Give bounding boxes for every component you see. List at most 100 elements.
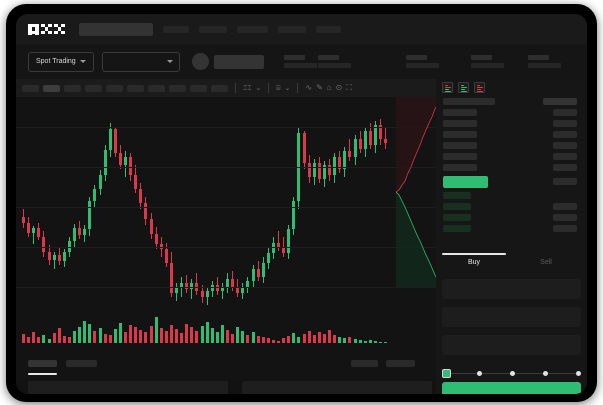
orderbook-ask-price-4[interactable]: [443, 142, 477, 149]
candle-body: [47, 252, 51, 260]
submit-order-button[interactable]: [442, 382, 581, 394]
timeframe-button-1[interactable]: [22, 84, 39, 92]
timeframe-button-9[interactable]: [190, 84, 207, 92]
trading-pair-select[interactable]: [101, 51, 180, 72]
timeframe-button-8[interactable]: [169, 84, 186, 92]
pencil-icon[interactable]: ✎: [316, 83, 323, 92]
candle-body: [292, 201, 296, 229]
wave-icon[interactable]: ∿: [305, 83, 313, 92]
nav-item-3[interactable]: [237, 25, 268, 33]
slider-tick-25[interactable]: [477, 370, 482, 376]
orderbook-ask-size-5[interactable]: [553, 153, 577, 160]
bottom-input-1[interactable]: [28, 381, 228, 394]
nav-item-2[interactable]: [199, 25, 227, 33]
nav-item-4[interactable]: [278, 25, 306, 33]
volume-bar: [134, 327, 138, 343]
orderbook-bid-price-4[interactable]: [443, 225, 471, 232]
orderbook-bid-price-1[interactable]: [443, 192, 471, 199]
bottom-input-row: [16, 379, 436, 394]
candle-body: [231, 279, 235, 287]
timeframe-button-2[interactable]: [43, 84, 60, 92]
volume-bar: [292, 332, 296, 343]
candle-body: [129, 157, 133, 175]
candle-body: [103, 150, 107, 175]
orderbook-ask-price-6[interactable]: [443, 164, 477, 171]
candle-body: [113, 129, 117, 153]
total-field[interactable]: [442, 335, 581, 355]
chevron-down-icon[interactable]: ⌄: [255, 84, 262, 92]
orderbook-ask-price-1[interactable]: [443, 109, 477, 116]
candle-body: [134, 175, 138, 189]
orderbook-ask-price-2[interactable]: [443, 120, 477, 127]
chart-type-icon[interactable]: ⌸: [276, 84, 281, 92]
volume-bar: [348, 337, 352, 343]
volume-bar: [195, 330, 199, 343]
candle-body: [185, 283, 189, 289]
nav-item-5[interactable]: [316, 25, 341, 33]
candle-body: [368, 131, 372, 145]
indicator-icon[interactable]: ⌶⌶: [243, 84, 252, 92]
slider-tick-75[interactable]: [543, 370, 548, 376]
orderbook-ask-size-2[interactable]: [553, 120, 577, 127]
bottom-tab-right-2[interactable]: [386, 360, 415, 367]
orderbook-bid-price-3[interactable]: [443, 214, 471, 221]
timeframe-button-4[interactable]: [85, 84, 102, 92]
timeframe-button-3[interactable]: [64, 84, 81, 92]
buy-sell-tabs: Buy Sell: [436, 253, 587, 275]
nav-item-1[interactable]: [163, 25, 189, 33]
orderbook-asks-icon[interactable]: [474, 82, 485, 93]
logo-glyph-o: [28, 23, 39, 35]
timeframe-button-5[interactable]: [106, 84, 123, 92]
fullscreen-icon[interactable]: ⛶: [346, 83, 352, 92]
amount-slider[interactable]: [442, 367, 585, 379]
orderbook-ask-size-1[interactable]: [553, 109, 577, 116]
orderbook-bid-price-2[interactable]: [443, 203, 471, 210]
timeframe-button-7[interactable]: [148, 84, 165, 92]
amount-field[interactable]: [442, 307, 581, 327]
volume-bar: [363, 341, 367, 343]
spot-trading-dropdown[interactable]: Spot Trading: [28, 51, 94, 72]
orderbook-ask-size-4[interactable]: [553, 142, 577, 149]
orderbook-bid-size-3[interactable]: [553, 214, 577, 221]
timeframe-button-6[interactable]: [127, 84, 144, 92]
candle-body: [343, 151, 347, 169]
orderbook-ask-size-6[interactable]: [553, 164, 577, 171]
candle-body: [317, 163, 321, 179]
slider-tick-100[interactable]: [576, 370, 581, 376]
volume-bar: [302, 333, 306, 343]
settings-icon[interactable]: ⊙: [335, 83, 343, 92]
volume-bar: [154, 317, 158, 343]
bottom-tab-1[interactable]: [28, 360, 57, 367]
volume-bar: [88, 324, 92, 343]
bottom-tab-right-1[interactable]: [351, 360, 378, 367]
volume-bar: [328, 330, 331, 343]
slider-tick-50[interactable]: [510, 370, 515, 376]
orderbook-layout-toggle: [436, 79, 587, 96]
okx-logo[interactable]: [28, 23, 65, 35]
buy-tab[interactable]: Buy: [467, 259, 481, 266]
candle-body: [287, 229, 291, 253]
bottom-input-2[interactable]: [242, 381, 432, 394]
price-field[interactable]: [442, 279, 581, 299]
orderbook-bid-size-4[interactable]: [553, 225, 577, 232]
sell-tab[interactable]: Sell: [540, 259, 552, 266]
orderbook-ask-price-3[interactable]: [443, 131, 477, 138]
candle-body: [159, 244, 163, 249]
search-input[interactable]: [79, 22, 153, 36]
alert-icon[interactable]: ⌂: [326, 83, 332, 92]
orderbook-bids-icon[interactable]: [458, 82, 469, 93]
orderbook-ask-size-3[interactable]: [553, 131, 577, 138]
orderbook-rows[interactable]: [436, 96, 587, 251]
orderbook-both-icon[interactable]: [442, 82, 453, 93]
volume-bar: [261, 336, 265, 343]
orderbook-bid-size-2[interactable]: [553, 203, 577, 210]
candle-body: [154, 234, 158, 244]
candle-body: [236, 287, 240, 293]
timeframe-button-10[interactable]: [211, 84, 228, 92]
price-chart[interactable]: [16, 97, 436, 309]
chevron-down-icon[interactable]: ⌄: [284, 84, 291, 92]
orderbook-ask-price-5[interactable]: [443, 153, 477, 160]
orderbook-spread-size: [553, 178, 577, 185]
bottom-tab-2[interactable]: [66, 360, 97, 367]
slider-handle[interactable]: [442, 368, 451, 378]
